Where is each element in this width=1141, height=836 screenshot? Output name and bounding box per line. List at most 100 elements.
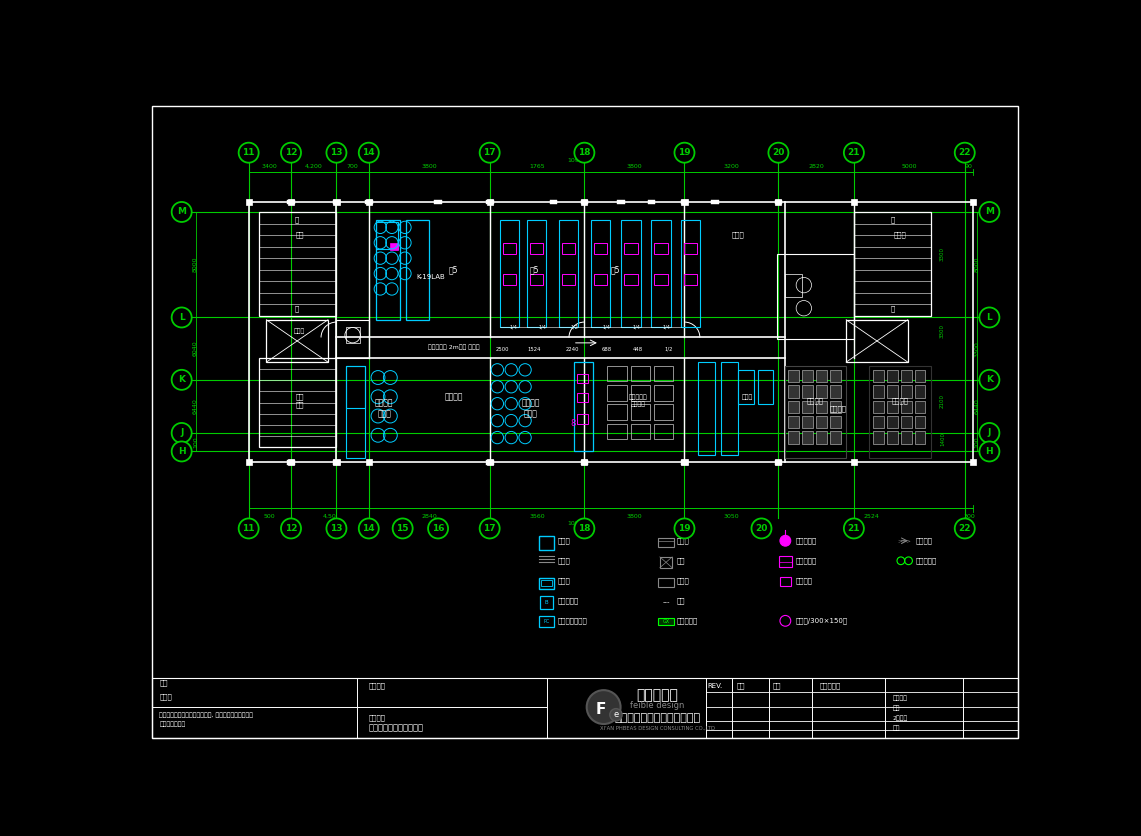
Bar [851, 199, 857, 205]
Text: 6040: 6040 [193, 341, 199, 356]
Circle shape [171, 202, 192, 222]
Bar [245, 459, 252, 466]
Text: 洗涘: 洗涘 [677, 598, 686, 604]
Text: 病5: 病5 [448, 265, 459, 274]
Text: 不锈钒气筒: 不锈钒气筒 [796, 558, 817, 564]
Text: 洗手间: 洗手间 [733, 232, 745, 238]
Bar [617, 200, 625, 204]
Text: 项目名称: 项目名称 [369, 682, 386, 689]
Circle shape [979, 202, 1000, 222]
Text: 3800: 3800 [421, 164, 437, 169]
Bar [624, 273, 638, 285]
Bar [631, 424, 650, 439]
Circle shape [609, 709, 622, 721]
Bar [406, 220, 429, 320]
Text: 1/4: 1/4 [602, 325, 610, 330]
Bar [539, 536, 555, 550]
Text: 签名: 签名 [774, 682, 782, 689]
Bar [738, 370, 754, 405]
Bar [631, 385, 650, 400]
Bar [337, 319, 369, 359]
Text: 2500: 2500 [495, 347, 509, 351]
Text: 手推车下解 2m以上 上翻幕: 手推车下解 2m以上 上翻幕 [428, 344, 479, 349]
Circle shape [979, 441, 1000, 461]
Text: PC: PC [543, 619, 550, 624]
Bar [658, 578, 673, 587]
Bar [654, 405, 673, 420]
Text: 动墙柜/300×150）: 动墙柜/300×150） [796, 618, 848, 624]
Bar [816, 416, 827, 428]
Text: 1/2: 1/2 [665, 347, 673, 351]
Bar [712, 200, 719, 204]
Bar [915, 416, 925, 428]
Bar [775, 460, 783, 465]
Text: 8000: 8000 [193, 257, 199, 273]
Bar [527, 220, 545, 328]
Bar [624, 242, 638, 254]
Text: 流水台: 流水台 [558, 558, 570, 564]
Bar [785, 273, 801, 297]
Text: 有机化学
实验室: 有机化学 实验室 [375, 399, 394, 418]
Bar [853, 212, 931, 316]
Bar [581, 200, 589, 204]
Bar [288, 460, 294, 465]
Bar [377, 222, 398, 249]
Text: 比例: 比例 [892, 726, 900, 732]
Bar [539, 578, 555, 589]
Bar [654, 424, 673, 439]
Text: 3400: 3400 [262, 164, 277, 169]
Bar [563, 242, 575, 254]
Bar [802, 400, 814, 413]
Text: 3050: 3050 [723, 513, 739, 518]
Text: ---: --- [662, 599, 670, 605]
Text: 3300: 3300 [940, 324, 945, 339]
Text: 3800: 3800 [626, 164, 642, 169]
Bar [574, 362, 593, 451]
Bar [915, 385, 925, 398]
Bar [802, 385, 814, 398]
Bar [550, 200, 558, 204]
Text: 说明：: 说明： [160, 694, 172, 701]
Bar [332, 200, 340, 204]
Text: 西安霏比思设计咨询有限公司: 西安霏比思设计咨询有限公司 [615, 713, 701, 723]
Circle shape [979, 423, 1000, 443]
Circle shape [358, 518, 379, 538]
Text: 100: 100 [974, 436, 980, 448]
Text: e: e [614, 711, 618, 719]
Bar [788, 416, 799, 428]
Bar [288, 199, 294, 205]
Bar [758, 370, 774, 405]
Text: 18: 18 [578, 524, 591, 533]
Text: 17: 17 [484, 148, 496, 157]
Bar [887, 416, 898, 428]
Circle shape [326, 518, 347, 538]
Text: 13: 13 [330, 524, 342, 533]
Circle shape [768, 143, 788, 163]
Circle shape [574, 143, 594, 163]
Text: 100: 100 [193, 436, 199, 448]
Text: 上: 上 [296, 305, 299, 312]
Bar [788, 400, 799, 413]
Text: 19: 19 [678, 148, 690, 157]
Text: 688: 688 [601, 347, 612, 351]
Bar [288, 200, 294, 204]
Bar [655, 273, 667, 285]
Bar [901, 400, 912, 413]
Circle shape [979, 308, 1000, 328]
Bar [607, 366, 626, 381]
Text: 20: 20 [772, 148, 785, 157]
Bar [576, 374, 589, 383]
Text: 2市参考: 2市参考 [892, 716, 907, 721]
Bar [346, 366, 365, 408]
Text: 下: 下 [296, 217, 299, 223]
Bar [901, 431, 912, 444]
Bar [681, 199, 688, 205]
Bar [777, 254, 853, 339]
Text: 实验台: 实验台 [558, 538, 570, 544]
Text: 300: 300 [963, 513, 974, 518]
Text: 理化实验: 理化实验 [444, 392, 463, 401]
Text: 病5: 病5 [529, 265, 539, 274]
Text: 刀洗机器具: 刀洗机器具 [796, 538, 817, 544]
Text: 工程: 工程 [892, 706, 900, 711]
Text: K: K [178, 375, 185, 385]
